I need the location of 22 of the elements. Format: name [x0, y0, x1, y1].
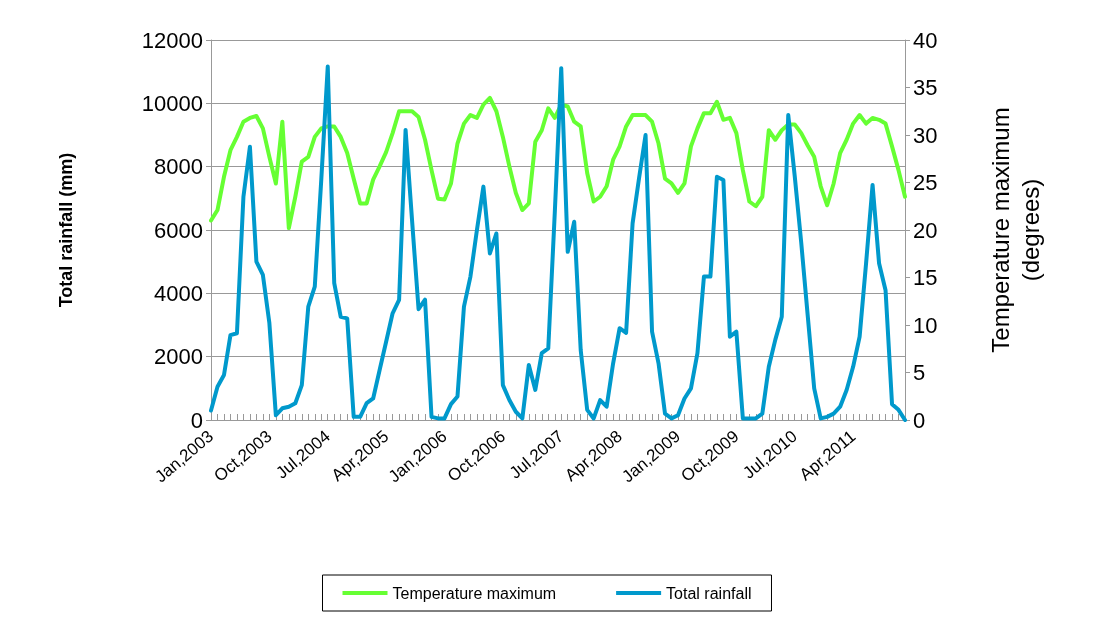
- y-tick-label: 10000: [141, 90, 203, 116]
- y-tick-label: 2000: [154, 344, 203, 370]
- y2-tick-label: 25: [913, 170, 938, 195]
- y-tick-label: 12000: [141, 27, 203, 53]
- line-series: [209, 64, 907, 422]
- legend-label: Total rainfall: [666, 584, 752, 602]
- y-tick-label: 8000: [154, 154, 203, 180]
- y-tick-label: 4000: [154, 280, 203, 306]
- y2-tick-label: 35: [913, 75, 938, 100]
- y-tick-label: 6000: [154, 217, 203, 243]
- y2-axis-title: Temperature maximum (degrees): [986, 107, 1044, 353]
- y2-tick-label: 10: [913, 312, 938, 338]
- y2-tick-label: 15: [913, 265, 938, 290]
- y-axis-title: Total rainfall (mm): [56, 152, 76, 308]
- y2-tick-label: 20: [913, 217, 938, 243]
- line-series: [209, 95, 907, 231]
- y2-tick-label: 0: [913, 407, 926, 433]
- y2-tick-label: 5: [913, 360, 926, 385]
- y-tick-label: 0: [190, 407, 203, 433]
- legend-label: Temperature maximum: [392, 584, 557, 602]
- y2-tick-label: 30: [913, 122, 938, 148]
- y2-tick-label: 40: [913, 27, 938, 53]
